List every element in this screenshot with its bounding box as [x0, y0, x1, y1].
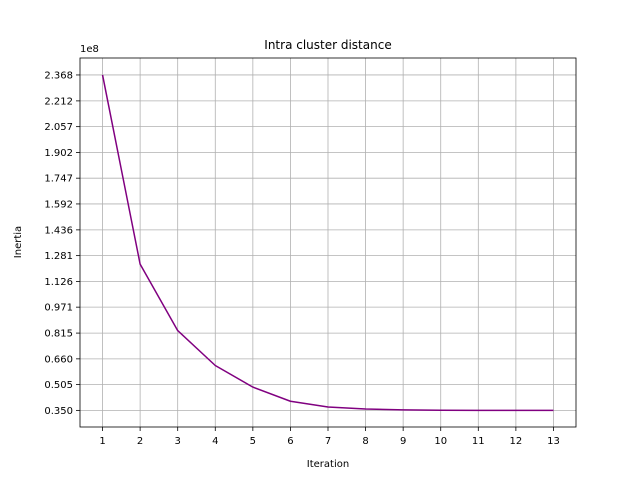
- x-tick-label: 9: [400, 436, 406, 447]
- y-tick-label: 2.057: [44, 122, 73, 133]
- y-tick-label: 1.747: [44, 174, 73, 185]
- grid-layer: [80, 58, 576, 427]
- x-tick-label: 5: [250, 436, 256, 447]
- x-tick-label: 8: [362, 436, 368, 447]
- x-tick-label: 11: [472, 436, 485, 447]
- y-tick-label: 1.592: [44, 199, 73, 210]
- x-tick-label: 3: [175, 436, 181, 447]
- x-tick-label: 10: [434, 436, 447, 447]
- y-tick-label: 1.126: [44, 277, 73, 288]
- x-tick-label: 4: [212, 436, 218, 447]
- y-multiplier-label: 1e8: [80, 44, 99, 55]
- y-tick-label: 0.660: [44, 354, 73, 365]
- chart-title: Intra cluster distance: [264, 38, 391, 52]
- y-tick-label: 0.505: [44, 380, 73, 391]
- y-tick-label: 1.281: [44, 251, 73, 262]
- series-line: [101, 74, 554, 412]
- x-tick-label: 6: [287, 436, 293, 447]
- ticks-layer: 1 2 3 4 5 6 7 8 9 10 11 12 130.3500.5050.6600.8150.9…: [44, 70, 559, 447]
- x-tick-label: 7: [325, 436, 331, 447]
- x-axis-label: Iteration: [307, 459, 349, 470]
- y-tick-label: 0.971: [44, 303, 73, 314]
- y-tick-label: 1.902: [44, 148, 73, 159]
- y-tick-label: 2.212: [44, 96, 73, 107]
- x-tick-label: 13: [547, 436, 560, 447]
- y-tick-label: 0.350: [44, 406, 73, 417]
- y-axis-label: Inertia: [13, 226, 24, 258]
- series-layer: [101, 74, 554, 412]
- y-tick-label: 2.368: [44, 70, 73, 81]
- x-tick-label: 12: [510, 436, 523, 447]
- y-tick-label: 0.815: [44, 329, 73, 340]
- x-tick-label: 1: [99, 436, 105, 447]
- x-tick-label: 2: [137, 436, 143, 447]
- y-tick-label: 1.436: [44, 225, 73, 236]
